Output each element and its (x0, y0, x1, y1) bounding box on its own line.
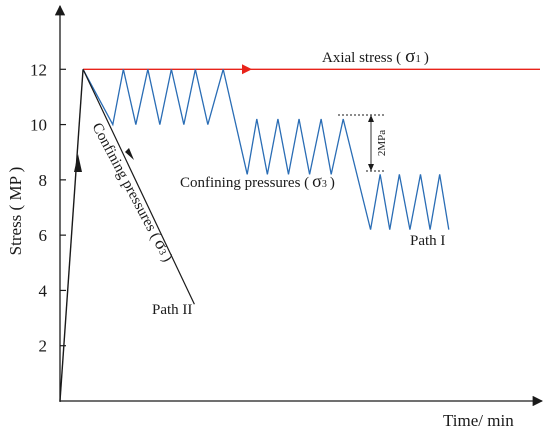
y-tick-label: 12 (30, 60, 47, 79)
confining-pressure-text: Confining pressures ( (180, 175, 309, 191)
delta-bracket (338, 114, 384, 172)
y-tick-label: 4 (39, 281, 48, 300)
path1-label: Path I (410, 233, 445, 249)
y-axis-title: Stress ( MP ) (6, 167, 25, 256)
confining-rotated-close: ) (159, 253, 175, 265)
y-tick-label: 6 (39, 226, 48, 245)
confining-pressure-symbol: σ (312, 171, 322, 191)
path2-arrow (125, 148, 134, 160)
axial-stress-symbol: σ (405, 46, 415, 67)
series-loading-line (59, 69, 84, 402)
confining-rotated-text: Confining pressures ( (88, 120, 163, 242)
axial-stress-subscript: 1 (415, 53, 421, 65)
loading-arrow (74, 154, 82, 172)
axial-arrow (242, 64, 252, 75)
series-path2-line (82, 69, 195, 305)
axial-stress-text: Axial stress ( (322, 50, 401, 66)
confining-pressure-close: ) (330, 175, 335, 191)
x-axis-title: Time/ min (443, 411, 514, 430)
y-tick-label: 8 (39, 171, 48, 190)
y-tick-label: 2 (39, 337, 48, 356)
y-tick-label: 10 (30, 116, 47, 135)
path2-label: Path II (152, 302, 192, 318)
confining-pressure-rotated-label: Confining pressures (σ3) (88, 118, 178, 264)
axial-stress-label: Axial stress (σ1) (322, 46, 429, 67)
confining-pressure-subscript: 3 (322, 179, 327, 190)
series-path1-line (82, 68, 450, 230)
confining-rotated-subscript: 3 (156, 247, 168, 257)
confining-pressure-label: Confining pressures (σ3) (180, 171, 335, 191)
delta-label: 2MPa (376, 130, 388, 156)
axial-stress-close: ) (424, 50, 429, 66)
